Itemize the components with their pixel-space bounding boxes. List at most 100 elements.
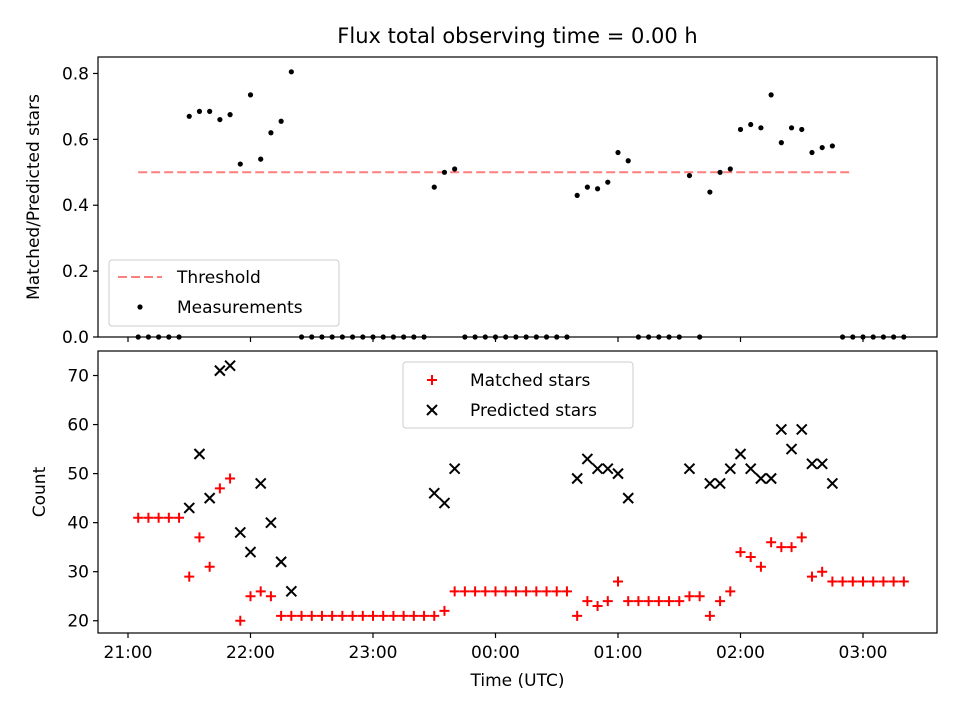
data-point-plus <box>378 610 389 621</box>
data-point-plus <box>419 610 430 621</box>
legend-measurements-label: Measurements <box>177 298 303 318</box>
data-point <box>441 169 448 175</box>
data-point-plus <box>235 615 246 626</box>
data-point-x <box>602 462 614 475</box>
data-point-x <box>755 472 767 485</box>
data-point <box>207 108 213 114</box>
data-point-plus <box>194 532 205 543</box>
data-point <box>574 192 580 198</box>
data-point-x <box>438 497 451 509</box>
data-point-x <box>704 477 716 490</box>
data-point <box>799 126 805 133</box>
data-point-plus <box>408 610 419 621</box>
data-point <box>186 113 192 119</box>
y-tick-label: 0.0 <box>62 328 89 348</box>
data-point-x <box>622 492 634 504</box>
data-point <box>686 172 693 179</box>
data-point-plus <box>347 610 358 621</box>
data-point-x <box>255 477 267 490</box>
data-point-plus <box>572 610 583 621</box>
data-point-plus <box>368 610 378 621</box>
data-point-plus <box>684 591 695 602</box>
data-point-plus <box>878 576 889 587</box>
data-point-plus <box>500 586 511 597</box>
data-point-plus <box>153 512 164 523</box>
data-point-plus <box>858 576 868 587</box>
data-point-plus <box>531 586 542 597</box>
data-point-plus <box>306 610 317 621</box>
data-point-x <box>714 477 726 490</box>
data-point-plus <box>225 473 236 484</box>
x-tick-label: 02:00 <box>716 643 765 663</box>
data-point <box>247 92 254 98</box>
data-point-plus <box>163 512 174 523</box>
data-point-plus <box>898 576 909 587</box>
y-axis-label: Matched/Predicted stars <box>24 94 44 300</box>
data-point-plus <box>817 566 828 577</box>
data-point <box>819 144 825 151</box>
data-point <box>584 184 590 190</box>
y-tick-label: 0.8 <box>62 64 89 84</box>
data-point-x <box>224 360 236 372</box>
data-point-x <box>745 462 757 475</box>
data-point-x <box>244 546 257 558</box>
data-point <box>788 125 795 131</box>
data-point <box>431 184 437 190</box>
data-point-x <box>234 526 246 539</box>
data-point-plus <box>694 591 705 602</box>
data-point-plus <box>521 586 532 597</box>
x-tick-label: 00:00 <box>471 643 520 663</box>
data-point-plus <box>214 483 225 494</box>
data-point <box>268 130 274 136</box>
data-point-plus <box>357 610 368 621</box>
data-point-x <box>765 472 777 485</box>
data-point-plus <box>398 610 409 621</box>
data-point <box>615 149 621 156</box>
data-point <box>452 166 458 172</box>
data-point-plus <box>776 542 787 553</box>
x-axis-label: Time (UTC) <box>470 671 565 691</box>
data-point-plus <box>633 596 644 607</box>
data-point <box>809 149 815 156</box>
data-point-plus <box>133 512 144 523</box>
data-point-x <box>571 472 583 485</box>
data-point-x <box>285 585 298 598</box>
data-point-plus <box>245 591 256 602</box>
data-point-x <box>428 487 440 499</box>
data-point-plus <box>715 596 726 607</box>
data-point <box>288 69 294 75</box>
y-tick-label: 0.4 <box>62 196 89 216</box>
data-point-plus <box>582 596 593 607</box>
data-point-plus <box>796 532 807 543</box>
data-point-x <box>826 477 839 490</box>
data-point-plus <box>623 596 634 607</box>
data-point-x <box>203 492 216 504</box>
data-point-x <box>448 462 461 475</box>
data-point-plus <box>561 586 572 597</box>
data-point <box>196 108 203 114</box>
data-point <box>778 140 784 146</box>
data-point-x <box>775 423 788 436</box>
data-point-plus <box>439 605 450 616</box>
data-point-plus <box>653 596 664 607</box>
y-tick-label: 0.2 <box>62 262 89 282</box>
legend-matched-label: Matched stars <box>470 371 590 391</box>
y-tick-label: 40 <box>67 514 89 534</box>
legend-frame <box>402 361 634 429</box>
legend-threshold-label: Threshold <box>176 268 261 288</box>
series-matched-stars <box>133 473 909 626</box>
data-point-plus <box>674 596 685 607</box>
legend-predicted-swatch <box>426 404 438 416</box>
data-point <box>768 92 774 98</box>
data-point-plus <box>786 542 797 553</box>
data-point-plus <box>868 576 879 587</box>
data-point-plus <box>204 561 215 572</box>
data-point <box>625 158 631 164</box>
data-point <box>605 179 611 185</box>
data-point <box>278 118 284 124</box>
plot-frame <box>97 350 938 634</box>
legend-top: Threshold Measurements <box>108 259 340 327</box>
data-point <box>748 121 754 128</box>
data-point <box>237 161 243 167</box>
data-point-plus <box>664 596 675 607</box>
